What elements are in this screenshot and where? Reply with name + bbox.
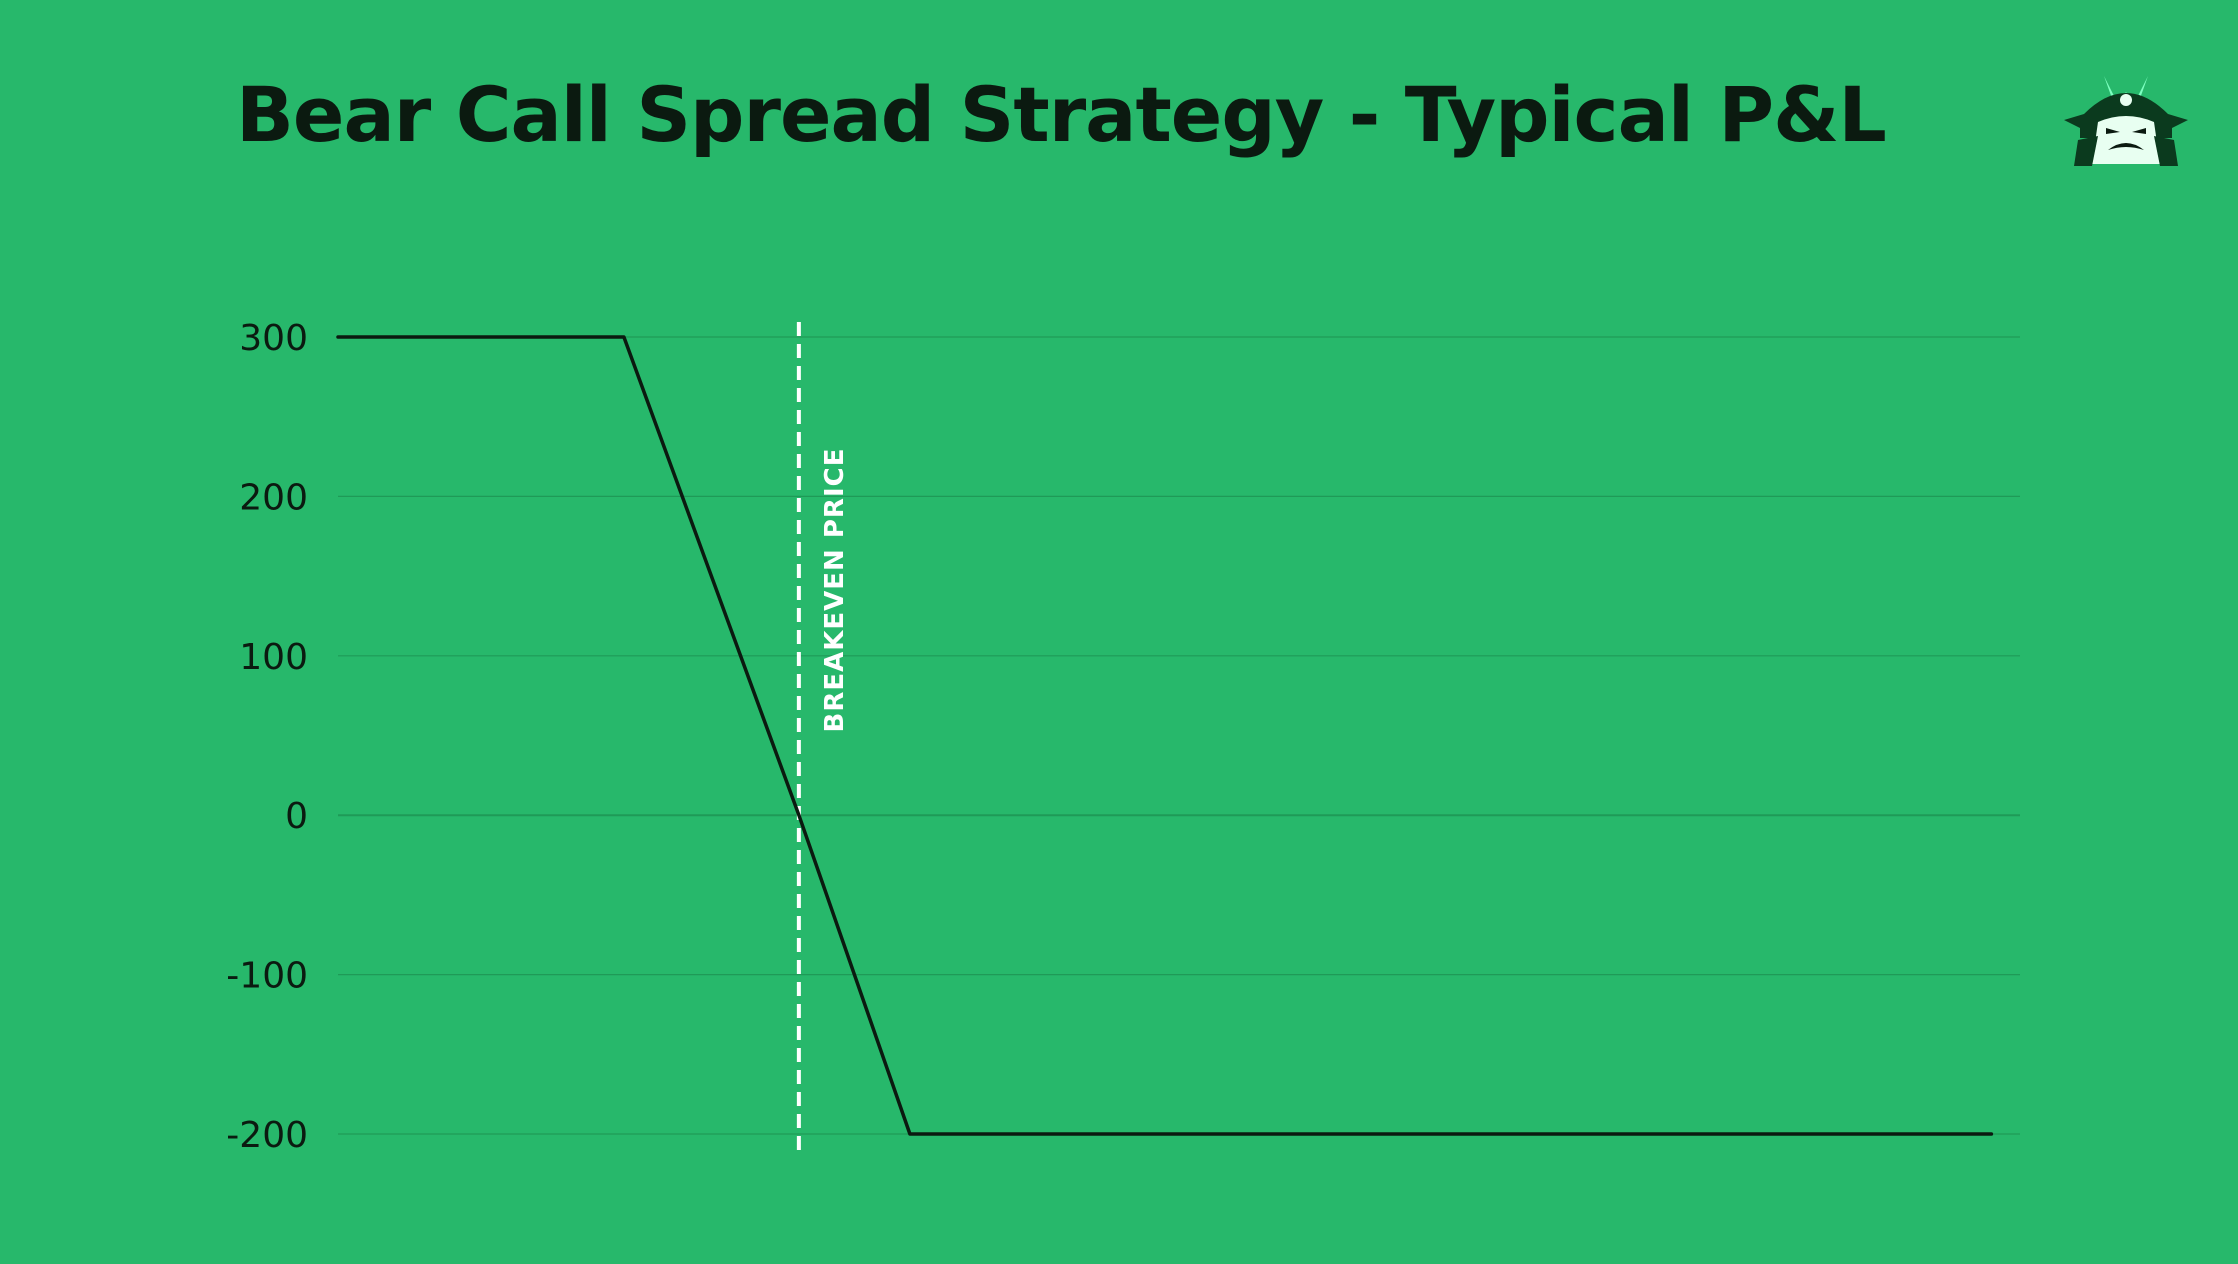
y-tick-label: 100 bbox=[239, 637, 308, 678]
chart-title: Bear Call Spread Strategy - Typical P&L bbox=[236, 70, 1887, 159]
y-axis-ticks: 300 200 100 0 -100 -200 bbox=[226, 318, 308, 1156]
grid-lines bbox=[338, 336, 2020, 1135]
pnl-line bbox=[336, 335, 1994, 1136]
breakeven-marker: BREAKEVEN PRICE bbox=[796, 322, 850, 1150]
pnl-series bbox=[336, 335, 1994, 1136]
y-tick-label: -100 bbox=[226, 956, 308, 997]
y-tick-label: 200 bbox=[239, 477, 308, 518]
y-tick-label: 300 bbox=[239, 318, 308, 359]
samurai-mascot-icon bbox=[2064, 76, 2188, 166]
y-tick-label: -200 bbox=[226, 1115, 308, 1156]
y-tick-label: 0 bbox=[285, 796, 308, 837]
breakeven-label: BREAKEVEN PRICE bbox=[820, 448, 850, 733]
